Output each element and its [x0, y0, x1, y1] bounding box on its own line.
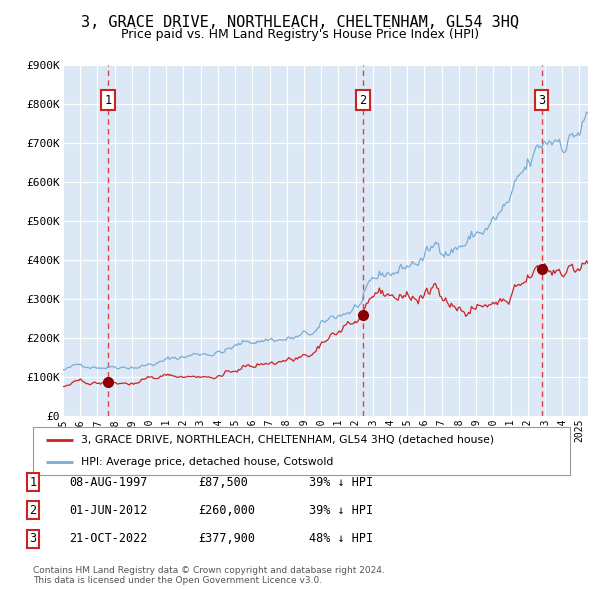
Text: 1: 1	[29, 476, 37, 489]
Text: 48% ↓ HPI: 48% ↓ HPI	[309, 532, 373, 545]
Text: Price paid vs. HM Land Registry's House Price Index (HPI): Price paid vs. HM Land Registry's House …	[121, 28, 479, 41]
Text: 3: 3	[538, 93, 545, 107]
Text: 08-AUG-1997: 08-AUG-1997	[69, 476, 148, 489]
Text: HPI: Average price, detached house, Cotswold: HPI: Average price, detached house, Cots…	[82, 457, 334, 467]
Text: 2: 2	[29, 504, 37, 517]
Text: Contains HM Land Registry data © Crown copyright and database right 2024.
This d: Contains HM Land Registry data © Crown c…	[33, 566, 385, 585]
Text: 1: 1	[104, 93, 112, 107]
Text: 3, GRACE DRIVE, NORTHLEACH, CHELTENHAM, GL54 3HQ (detached house): 3, GRACE DRIVE, NORTHLEACH, CHELTENHAM, …	[82, 435, 494, 445]
Text: £377,900: £377,900	[198, 532, 255, 545]
Text: 21-OCT-2022: 21-OCT-2022	[69, 532, 148, 545]
Text: £260,000: £260,000	[198, 504, 255, 517]
Text: 39% ↓ HPI: 39% ↓ HPI	[309, 504, 373, 517]
Text: 3, GRACE DRIVE, NORTHLEACH, CHELTENHAM, GL54 3HQ: 3, GRACE DRIVE, NORTHLEACH, CHELTENHAM, …	[81, 15, 519, 30]
Text: 39% ↓ HPI: 39% ↓ HPI	[309, 476, 373, 489]
Text: 3: 3	[29, 532, 37, 545]
Text: 2: 2	[359, 93, 367, 107]
Text: 01-JUN-2012: 01-JUN-2012	[69, 504, 148, 517]
Text: £87,500: £87,500	[198, 476, 248, 489]
